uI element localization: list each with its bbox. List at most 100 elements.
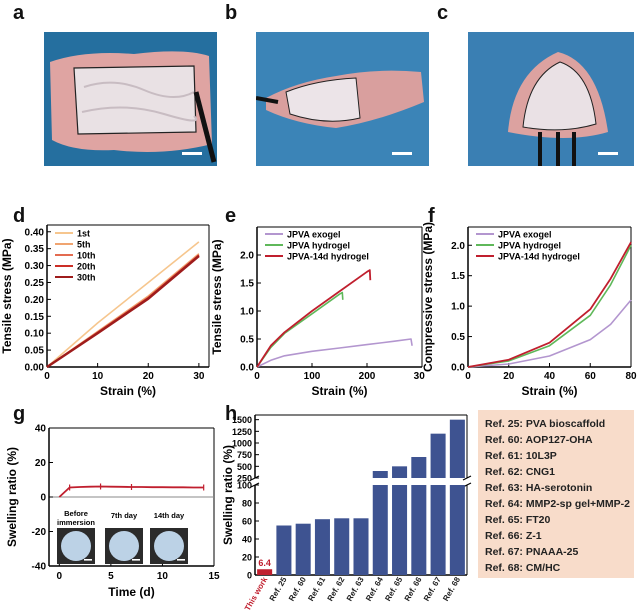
x-tick-label: 100 [304,371,321,382]
y-tick-label: 0.0 [451,363,465,374]
x-tick-label: 20 [503,371,515,382]
series-line-jpva-hydrogel [467,244,632,368]
x-axis-title: Strain (%) [100,384,156,398]
y-tick-label: 2.0 [451,241,465,252]
y-tick-label: 1000 [232,439,252,449]
y-tick-label: 60 [242,517,252,527]
panel-label-d: d [13,205,26,227]
y-tick-label: 1.5 [240,279,254,290]
bar-ref-66-lower [411,485,427,575]
x-tick-label: 80 [625,371,637,382]
y-tick-label: 0.15 [25,312,45,323]
panel-label-h: h [225,403,238,425]
chart-d: 0 10 20 30 0.00 0.05 0.10 0.15 0.20 0.25 0.30 0.35 0… [0,224,210,398]
reference-item: Ref. 60: AOP127-OHA [485,434,593,446]
y-tick-label: 0.00 [25,363,45,374]
photo-a-tissue-patch [44,32,217,166]
reference-item: Ref. 67: PNAAA-25 [485,546,579,558]
y-tick-label: 1.5 [451,271,465,282]
y-tick-label: 0.05 [25,346,45,357]
x-axis-title: Strain (%) [521,384,577,398]
legend-label: JPVA hydrogel [498,241,561,251]
bar-ref-25 [276,525,292,575]
y-tick-label: 40 [242,535,252,545]
y-tick-label: -20 [32,527,47,538]
legend-label: 10th [77,251,96,261]
y-axis-title: Swelling ratio (%) [222,445,235,545]
legend-label: JPVA hydrogel [287,241,350,251]
y-tick-label: 0.5 [240,335,254,346]
y-tick-label: 0 [40,493,46,504]
reference-item: Ref. 62: CNG1 [485,466,556,478]
photo-caption: 7th day [111,511,138,520]
reference-item: Ref. 63: HA-serotonin [485,482,593,494]
bar-ref-66-upper [411,457,427,478]
x-axis-title: Time (d) [108,585,154,599]
y-tick-label: 20 [242,553,252,563]
x-tick-label: 0 [57,571,63,582]
reference-item: Ref. 65: FT20 [485,514,551,526]
bar-ref-62 [334,518,350,575]
reference-item: Ref. 61: 10L3P [485,450,557,462]
bar-ref-68-lower [449,485,465,575]
series-line-jpva-14d-hydrogel [256,269,372,368]
y-tick-label: 40 [35,424,47,435]
y-tick-label: 1.0 [451,302,465,313]
axis-break-mark [462,475,472,481]
y-tick-label: 0.30 [25,261,45,272]
y-axis-title: Tensile stress (MPa) [0,238,14,353]
bar-ref-64-upper [372,471,388,478]
y-tick-label: 0.25 [25,278,45,289]
chart-f: 0 20 40 60 80 0.0 0.5 1.0 1.5 2.0 Strain (%) Compre… [421,222,637,398]
legend-label: JPVA-14d hydrogel [287,252,369,262]
x-tick-label: 0 [44,371,50,382]
sample-disc [109,531,139,561]
y-tick-label: 0.40 [25,227,45,238]
y-tick-label: 1500 [232,415,252,425]
x-tick-label: This work [243,575,270,612]
reference-item: Ref. 25: PVA bioscaffold [485,418,606,430]
series-line-1st [46,241,200,368]
reference-item: Ref. 64: MMP2-sp gel+MMP-2 [485,498,630,510]
bar-this-work [257,569,273,575]
x-tick-label: Ref. 68 [441,575,462,603]
y-tick-label: 1.0 [240,307,254,318]
panel-label-a: a [13,2,25,24]
y-tick-label: 0 [247,571,252,581]
panel-label-g: g [13,403,26,425]
series-line-jpva-hydrogel [256,291,344,368]
reference-list-box: Ref. 25: PVA bioscaffold Ref. 60: AOP127… [478,410,634,578]
x-tick-label: 200 [359,371,376,382]
photo-b-stretched-tissue [256,32,429,166]
legend-label: 1st [77,229,90,239]
x-tick-label: 60 [585,371,597,382]
y-axis-title: Swelling ratio (%) [5,447,19,547]
reference-item: Ref. 68: CM/HC [485,562,561,574]
y-tick-label: 0.35 [25,244,45,255]
y-tick-label: 750 [237,450,252,460]
x-tick-label: 15 [208,571,220,582]
bar-ref-60 [295,523,311,575]
y-tick-label: 100 [237,481,252,491]
y-tick-label: 250 [237,474,252,484]
panel-label-b: b [225,2,238,24]
legend-label: 30th [77,273,96,283]
reference-item: Ref. 66: Z-1 [485,530,542,542]
series-line-jpva-14d-hydrogel [467,241,632,368]
y-tick-label: 20 [35,458,47,469]
series-line-jpva-exogel [256,338,413,368]
x-tick-label: 300 [414,371,425,382]
x-tick-label: 0 [465,371,471,382]
y-tick-label: 1250 [232,427,252,437]
photo-c-bent-tissue [468,32,634,166]
photo-caption: immersion [57,518,95,527]
bar-ref-65-lower [392,485,408,575]
panel-label-f: f [428,205,435,227]
photo-caption: Before [64,509,88,518]
panel-label-c: c [437,2,449,24]
chart-e: 0 100 200 300 0.0 0.5 1.0 1.5 2.0 Strain (%) Tensi… [210,226,425,398]
y-tick-label: 80 [242,499,252,509]
chart-g: 0 5 10 15 -40 -20 0 20 40 Time (d) Swelling ratio … [5,424,220,600]
sample-disc [61,531,91,561]
data-label: 6.4 [258,558,271,568]
